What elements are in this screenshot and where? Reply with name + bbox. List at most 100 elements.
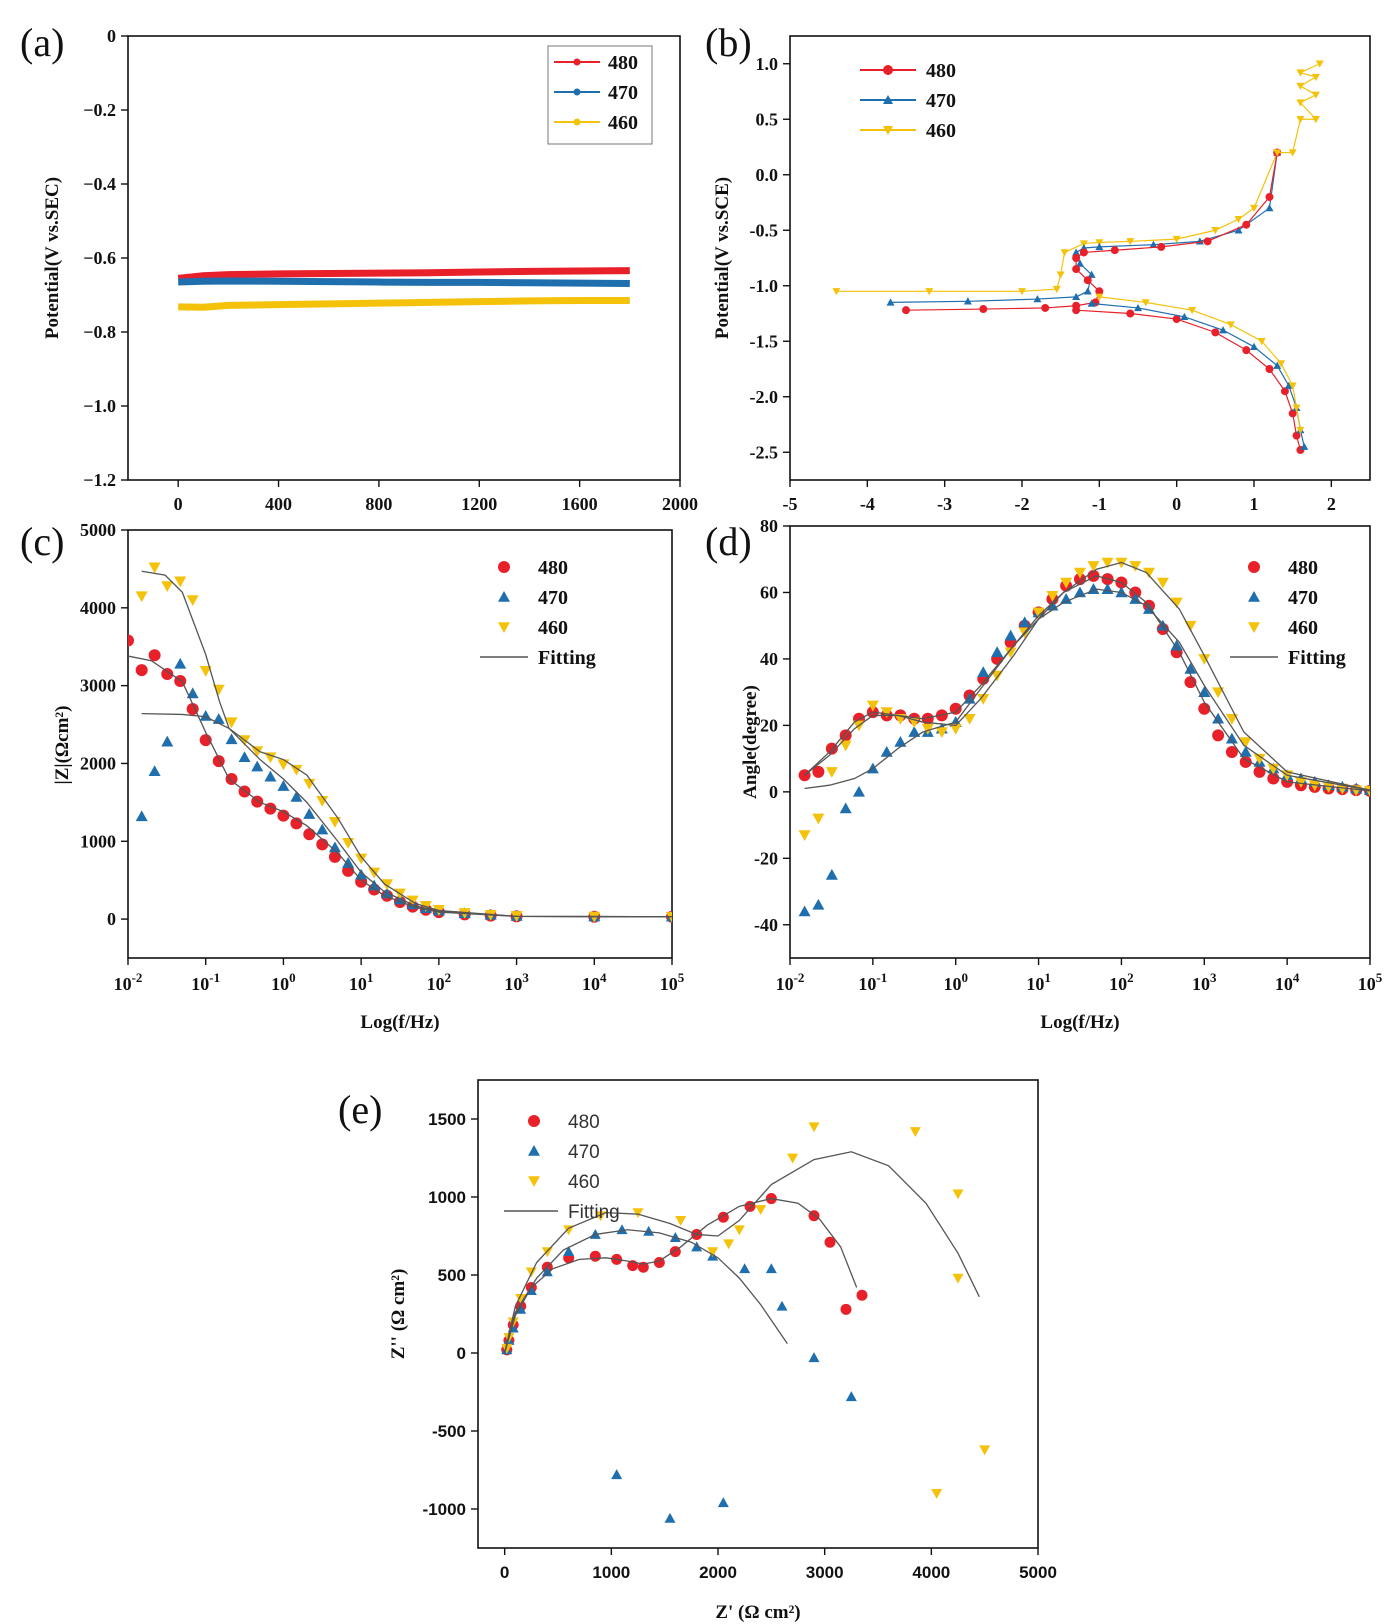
data-point-480 bbox=[856, 1289, 868, 1301]
data-point-470 bbox=[1083, 287, 1092, 295]
legend-label: 460 bbox=[568, 1172, 600, 1193]
y-tick-label: -2.5 bbox=[750, 442, 779, 462]
data-layer bbox=[501, 1122, 991, 1523]
x-tick-label: 5000 bbox=[1019, 1563, 1057, 1582]
data-point-470-c bbox=[1273, 361, 1282, 369]
data-point-470 bbox=[264, 770, 277, 782]
data-point-480 bbox=[135, 664, 148, 677]
fit-line-fit-460 bbox=[804, 561, 1370, 791]
legend-swatch-marker bbox=[528, 1176, 540, 1187]
data-point-460 bbox=[186, 595, 199, 607]
data-point-480 bbox=[1239, 755, 1252, 768]
data-point-470 bbox=[1060, 593, 1073, 604]
data-point-460-p bbox=[1273, 149, 1282, 157]
data-point-460-p bbox=[1311, 91, 1320, 99]
data-point-480 bbox=[839, 729, 852, 742]
data-point-470-c bbox=[1219, 326, 1228, 334]
x-tick-label: -1 bbox=[1092, 494, 1107, 514]
legend-label: 470 bbox=[608, 82, 638, 104]
data-point-460 bbox=[135, 591, 148, 603]
data-point-470 bbox=[355, 868, 368, 880]
data-point-470 bbox=[1004, 629, 1017, 641]
data-point-460 bbox=[755, 1205, 767, 1215]
data-point-470 bbox=[303, 808, 316, 819]
data-point-470 bbox=[174, 657, 187, 669]
x-tick-label: 100 bbox=[271, 970, 296, 994]
legend-label: 480 bbox=[608, 52, 638, 74]
plot-frame bbox=[127, 529, 673, 959]
data-point-460 bbox=[563, 1225, 575, 1236]
legend-label: 460 bbox=[926, 120, 956, 142]
data-point-460 bbox=[952, 1189, 964, 1200]
data-point-460 bbox=[707, 1247, 719, 1258]
data-point-480 bbox=[949, 702, 962, 715]
data-point-470 bbox=[765, 1263, 777, 1274]
x-tick-label: 103 bbox=[504, 970, 529, 994]
data-point-460 bbox=[632, 1208, 644, 1219]
data-point-480 bbox=[979, 305, 988, 314]
fit-line-fit-480 bbox=[504, 1197, 858, 1354]
y-tick-label: 80 bbox=[760, 516, 778, 536]
legend-swatch-marker bbox=[498, 591, 510, 602]
data-point-460 bbox=[1129, 561, 1142, 572]
data-point-470 bbox=[225, 733, 238, 745]
x-tick-label: 1000 bbox=[592, 1563, 630, 1582]
y-tick-label: -0.5 bbox=[750, 220, 779, 240]
data-point-470-c bbox=[1250, 342, 1258, 350]
y-tick-label: 0.5 bbox=[756, 109, 779, 129]
data-point-470 bbox=[616, 1224, 628, 1235]
legend-label: 480 bbox=[1288, 557, 1318, 579]
x-tick-label: -4 bbox=[860, 494, 875, 514]
data-point-460 bbox=[290, 764, 303, 776]
data-point-460-p bbox=[1315, 60, 1324, 68]
y-tick-label: -20 bbox=[754, 848, 778, 868]
y-tick-label: 3000 bbox=[80, 676, 116, 696]
data-point-460 bbox=[355, 853, 368, 865]
y-tick-label: 40 bbox=[760, 649, 778, 669]
data-point-470 bbox=[1225, 732, 1238, 744]
data-point-460-c bbox=[1141, 299, 1150, 307]
data-point-460 bbox=[921, 723, 934, 735]
data-point-480-c bbox=[1292, 431, 1301, 440]
data-point-460 bbox=[979, 1445, 991, 1456]
data-point-460 bbox=[832, 288, 841, 296]
data-point-460 bbox=[1126, 238, 1135, 246]
y-tick-label: 0 bbox=[107, 909, 116, 929]
legend: 480 470 460 bbox=[860, 60, 956, 142]
data-point-470 bbox=[1072, 248, 1081, 256]
series-line-460 bbox=[178, 297, 630, 311]
series-line-480 bbox=[177, 267, 630, 282]
y-tick-label: 1000 bbox=[428, 1188, 466, 1207]
data-layer bbox=[832, 60, 1324, 455]
x-tick-label: 10-1 bbox=[191, 970, 220, 994]
data-point-460 bbox=[1172, 235, 1181, 244]
data-point-480 bbox=[1083, 276, 1092, 285]
data-point-480-c bbox=[1172, 315, 1181, 324]
legend-swatch-marker bbox=[1248, 591, 1260, 602]
data-point-460 bbox=[931, 1489, 943, 1499]
y-tick-label: −1.0 bbox=[83, 396, 116, 416]
x-tick-label: 4000 bbox=[912, 1563, 950, 1582]
y-axis-label: Angle(degree) bbox=[740, 685, 761, 799]
y-tick-label: −0.4 bbox=[83, 174, 116, 194]
data-point-470 bbox=[886, 298, 895, 306]
data-point-470 bbox=[1072, 292, 1081, 301]
data-point-460 bbox=[1267, 763, 1280, 775]
legend-label: 480 bbox=[926, 60, 956, 82]
data-point-480-c bbox=[1280, 387, 1289, 396]
x-tick-label: 103 bbox=[1192, 970, 1217, 994]
legend: 480 470 460 bbox=[547, 45, 653, 145]
data-point-470 bbox=[277, 780, 290, 791]
data-point-470 bbox=[798, 905, 811, 917]
legend-label: Fitting bbox=[1288, 647, 1346, 669]
data-point-460 bbox=[812, 813, 825, 825]
y-tick-label: -40 bbox=[754, 915, 778, 935]
legend-label: 460 bbox=[608, 112, 638, 134]
data-point-460 bbox=[866, 700, 879, 712]
legend-swatch-dot bbox=[573, 118, 581, 126]
panel-letter: (c) bbox=[20, 519, 64, 564]
y-tick-label: -1000 bbox=[423, 1500, 466, 1519]
y-tick-label: −1.2 bbox=[83, 470, 116, 490]
panel-c: (c) 10-2 10-1 100 101 102 103 104 105 0 1000 2000 30… bbox=[20, 519, 685, 1033]
legend-label: Fitting bbox=[538, 647, 596, 669]
